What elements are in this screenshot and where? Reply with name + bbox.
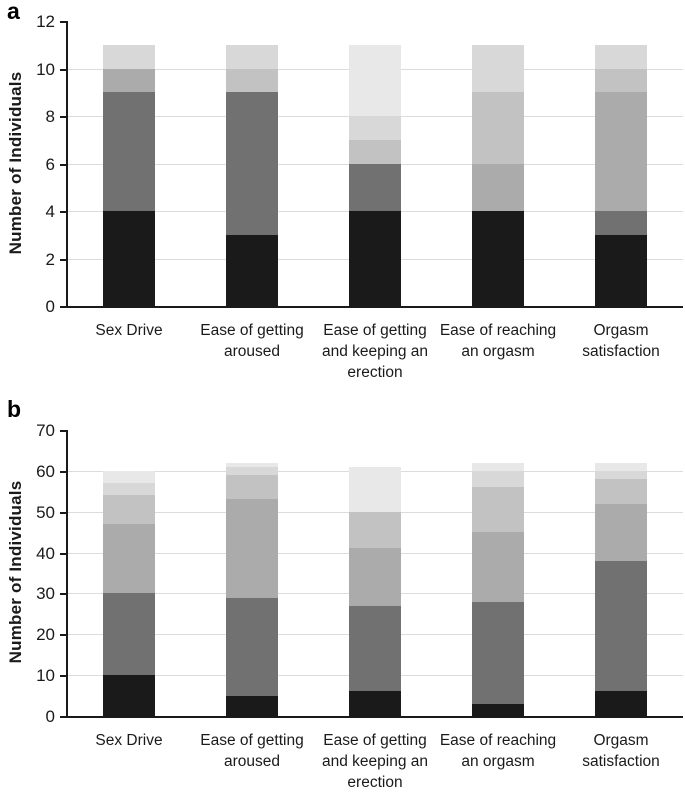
y-axis-line	[66, 430, 68, 718]
bar-segment-black	[349, 211, 401, 306]
category-label: Ease of getting aroused	[200, 322, 304, 360]
bar-segment-medium-gray	[472, 164, 524, 211]
bar-segment-black	[595, 235, 647, 306]
bar-segment-lightest-gray	[226, 463, 278, 467]
bar-segment-silver	[103, 495, 155, 524]
y-tick-mark	[60, 471, 66, 473]
bar-segment-lightest-gray	[103, 471, 155, 483]
bar-segment-dark-gray	[103, 593, 155, 675]
y-tick-mark	[60, 306, 66, 308]
y-tick-label: 60	[36, 462, 55, 481]
y-tick-label: 70	[36, 421, 55, 440]
bar-segment-silver	[595, 69, 647, 92]
category-label: Ease of reaching an orgasm	[439, 732, 557, 770]
category-label: Orgasm satisfaction	[582, 732, 660, 770]
y-tick-label: 2	[45, 250, 55, 269]
x-axis-line	[61, 306, 683, 308]
bar-segment-black	[349, 691, 401, 716]
y-axis-line	[66, 21, 68, 308]
category-label: Ease of reaching an orgasm	[439, 322, 557, 360]
bar-segment-silver	[472, 487, 524, 532]
category-label: Sex Drive	[95, 732, 163, 749]
y-tick-mark	[60, 69, 66, 71]
bar-segment-light-gray	[595, 45, 647, 69]
bar-segment-black	[226, 696, 278, 716]
bar-segment-lightest-gray	[472, 463, 524, 471]
category-label: Sex Drive	[95, 322, 163, 339]
y-tick-mark	[60, 164, 66, 166]
bar-segment-dark-gray	[472, 602, 524, 704]
y-tick-mark	[60, 634, 66, 636]
y-tick-mark	[60, 21, 66, 23]
y-tick-mark	[60, 675, 66, 677]
category-label: Orgasm satisfaction	[582, 322, 660, 360]
bar-segment-light-gray	[595, 471, 647, 479]
y-tick-mark	[60, 716, 66, 718]
bar-segment-medium-gray	[349, 548, 401, 606]
y-tick-label: 6	[45, 155, 55, 174]
category-label: Ease of getting and keeping an erection	[321, 322, 428, 381]
category-label: Ease of getting and keeping an erection	[321, 732, 428, 791]
bar-segment-dark-gray	[103, 92, 155, 211]
bar-segment-black	[103, 211, 155, 306]
y-tick-label: 12	[36, 12, 55, 31]
bar-segment-black	[472, 211, 524, 306]
y-tick-label: 30	[36, 584, 55, 603]
bar-segment-black	[472, 704, 524, 716]
y-tick-label: 40	[36, 544, 55, 563]
y-tick-label: 0	[45, 297, 55, 316]
bar-segment-medium-gray	[103, 69, 155, 92]
y-tick-mark	[60, 211, 66, 213]
y-tick-mark	[60, 259, 66, 261]
panel-b-letter: b	[7, 396, 22, 422]
y-tick-mark	[60, 116, 66, 118]
y-tick-label: 50	[36, 503, 55, 522]
bar-segment-light-gray	[226, 45, 278, 69]
panel-a-letter: a	[7, 0, 20, 24]
bar-segment-black	[226, 235, 278, 306]
y-tick-mark	[60, 512, 66, 514]
bar-segment-silver	[349, 512, 401, 548]
bar-segment-black	[595, 691, 647, 716]
y-tick-label: 8	[45, 107, 55, 126]
bar-segment-dark-gray	[226, 598, 278, 696]
y-tick-label: 10	[36, 60, 55, 79]
bar-segment-light-gray	[472, 45, 524, 92]
bar-segment-silver	[226, 475, 278, 499]
y-tick-label: 10	[36, 666, 55, 685]
bar-segment-silver	[595, 479, 647, 504]
y-tick-label: 20	[36, 625, 55, 644]
bar-segment-lightest-gray	[595, 463, 647, 471]
bar-segment-light-gray	[103, 483, 155, 495]
bar-segment-dark-gray	[595, 211, 647, 235]
y-tick-mark	[60, 430, 66, 432]
y-tick-mark	[60, 553, 66, 555]
bar-segment-light-gray	[103, 45, 155, 69]
bar-segment-dark-gray	[595, 561, 647, 691]
bar-segment-light-gray	[349, 116, 401, 140]
bar-segment-lightest-gray	[349, 45, 401, 116]
bar-segment-silver	[226, 69, 278, 92]
bar-segment-silver	[349, 140, 401, 164]
bar-segment-light-gray	[226, 467, 278, 475]
y-tick-label: 4	[45, 202, 55, 221]
bar-segment-medium-gray	[595, 504, 647, 561]
y-tick-mark	[60, 593, 66, 595]
bar-segment-dark-gray	[349, 606, 401, 691]
bar-segment-dark-gray	[349, 164, 401, 211]
bar-segment-medium-gray	[103, 524, 155, 593]
bar-segment-medium-gray	[226, 499, 278, 598]
x-axis-line	[61, 716, 683, 718]
bar-segment-dark-gray	[226, 92, 278, 235]
bar-segment-black	[103, 675, 155, 716]
bar-segment-lightest-gray	[349, 467, 401, 512]
bar-segment-medium-gray	[595, 92, 647, 211]
bar-segment-medium-gray	[472, 532, 524, 602]
bar-segment-silver	[472, 92, 524, 164]
category-label: Ease of getting aroused	[200, 732, 304, 770]
y-tick-label: 0	[45, 707, 55, 726]
bar-segment-light-gray	[472, 471, 524, 487]
